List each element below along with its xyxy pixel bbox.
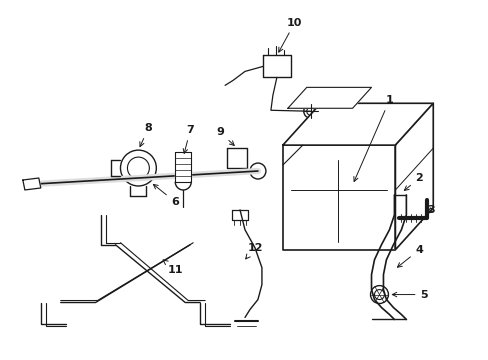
- Text: 6: 6: [153, 184, 179, 207]
- Text: 11: 11: [163, 260, 183, 275]
- Polygon shape: [23, 178, 41, 190]
- Circle shape: [303, 104, 317, 118]
- Polygon shape: [263, 55, 290, 77]
- Polygon shape: [226, 148, 246, 168]
- Polygon shape: [282, 103, 432, 145]
- Text: 1: 1: [353, 95, 392, 181]
- Text: 5: 5: [391, 289, 427, 300]
- Text: 4: 4: [397, 245, 423, 267]
- Circle shape: [249, 163, 265, 179]
- Text: 7: 7: [183, 125, 194, 153]
- Polygon shape: [282, 145, 395, 250]
- Text: 12: 12: [245, 243, 262, 259]
- Text: 2: 2: [404, 173, 422, 190]
- Circle shape: [370, 285, 387, 303]
- Polygon shape: [287, 87, 371, 108]
- Polygon shape: [232, 210, 247, 220]
- Text: 9: 9: [216, 127, 234, 145]
- Text: 10: 10: [278, 18, 302, 52]
- Circle shape: [340, 114, 354, 128]
- Polygon shape: [175, 152, 191, 182]
- Circle shape: [392, 184, 409, 202]
- Text: 8: 8: [140, 123, 152, 147]
- Circle shape: [120, 150, 156, 186]
- Text: 3: 3: [427, 205, 434, 215]
- Polygon shape: [395, 103, 432, 250]
